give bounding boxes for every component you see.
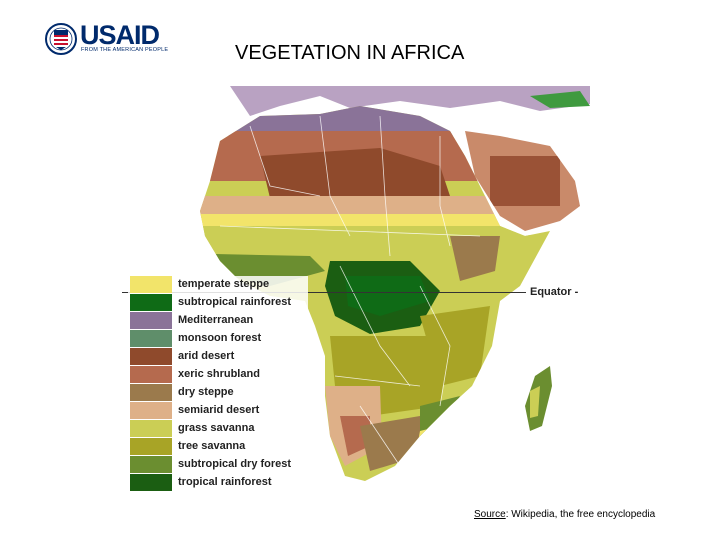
legend-item: grass savanna [128,420,308,438]
page-title: VEGETATION IN AFRICA [235,42,465,64]
legend-swatch [130,402,172,419]
legend-swatch [130,276,172,293]
legend-swatch [130,474,172,491]
legend-swatch [130,330,172,347]
legend-item: subtropical rainforest [128,294,308,312]
source-text: : Wikipedia, the free encyclopedia [505,509,656,520]
legend-label: subtropical rainforest [178,296,292,308]
legend-label: xeric shrubland [178,368,260,380]
source-caption: Source: Wikipedia, the free encyclopedia [474,509,655,520]
legend-swatch [130,420,172,437]
europe-region [230,86,590,116]
legend-item: xeric shrubland [128,366,308,384]
caucasus-region [530,91,590,108]
legend-label: tree savanna [178,440,246,452]
legend-swatch [130,384,172,401]
usaid-wordmark: USAID [80,20,160,50]
legend-label: tropical rainforest [178,476,272,488]
legend-label: grass savanna [178,422,255,434]
legend-label: temperate steppe [178,278,270,290]
legend-item: arid desert [128,348,308,366]
legend-item: semiarid desert [128,402,308,420]
country-borders [219,115,481,467]
legend-swatch [130,348,172,365]
legend-label: dry steppe [178,386,234,398]
map-legend: temperate steppe subtropical rainforest Me… [128,276,308,492]
legend-label: subtropical dry forest [178,458,292,470]
legend-item: dry steppe [128,384,308,402]
madagascar-savanna [530,386,540,418]
legend-swatch [130,438,172,455]
usaid-seal-icon [45,23,77,55]
legend-swatch [130,294,172,311]
equator-label: Equator - [530,286,579,298]
legend-swatch [130,456,172,473]
source-link[interactable]: Source [474,509,506,520]
legend-swatch [130,366,172,383]
legend-label: semiarid desert [178,404,260,416]
legend-item: tree savanna [128,438,308,456]
legend-label: monsoon forest [178,332,262,344]
legend-label: Mediterranean [178,314,254,326]
legend-item: temperate steppe [128,276,308,294]
equator-line [122,292,526,293]
legend-item: subtropical dry forest [128,456,308,474]
legend-item: tropical rainforest [128,474,308,492]
usaid-tagline: FROM THE AMERICAN PEOPLE [81,47,169,53]
usaid-logo: USAID FROM THE AMERICAN PEOPLE [44,20,168,60]
legend-item: Mediterranean [128,312,308,330]
legend-item: monsoon forest [128,330,308,348]
legend-label: arid desert [178,350,235,362]
legend-swatch [130,312,172,329]
